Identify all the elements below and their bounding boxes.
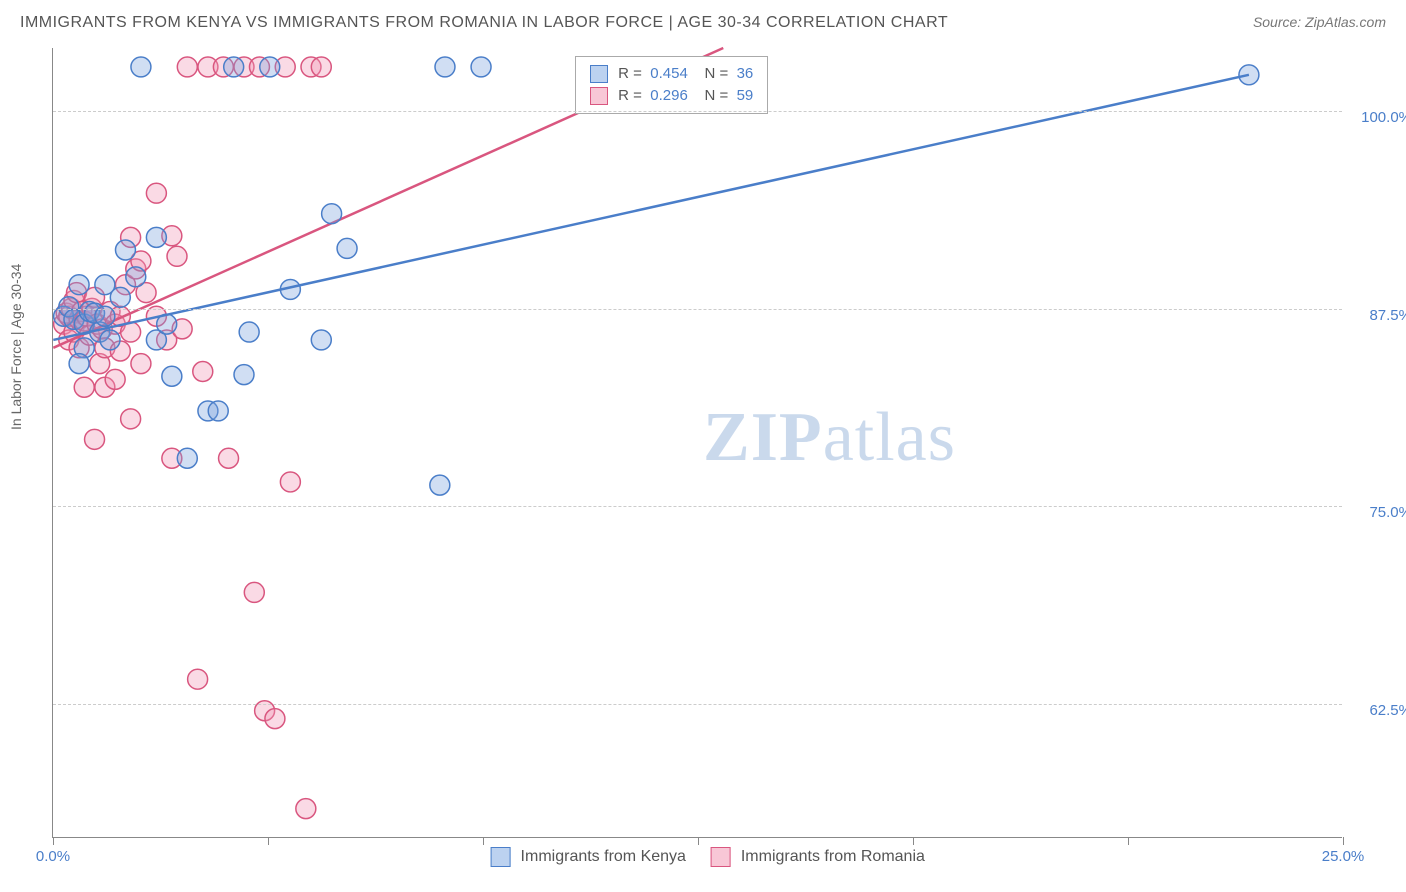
scatter-plot-svg <box>53 48 1342 837</box>
y-tick-label: 87.5% <box>1352 307 1406 324</box>
x-tick <box>1343 837 1344 845</box>
correlation-legend: R = 0.454 N = 36 R = 0.296 N = 59 <box>575 56 768 114</box>
x-tick <box>53 837 54 845</box>
y-tick-label: 62.5% <box>1352 702 1406 719</box>
gridline <box>53 309 1342 310</box>
series-legend: Immigrants from Kenya Immigrants from Ro… <box>470 847 925 867</box>
legend-label-romania: Immigrants from Romania <box>741 848 925 865</box>
x-tick <box>268 837 269 845</box>
x-tick-label: 0.0% <box>36 848 70 865</box>
y-tick-label: 100.0% <box>1352 109 1406 126</box>
y-tick-label: 75.0% <box>1352 504 1406 521</box>
legend-swatch-kenya-bottom <box>490 847 510 867</box>
x-tick-label: 25.0% <box>1322 848 1365 865</box>
legend-swatch-romania <box>590 87 608 105</box>
x-tick <box>698 837 699 845</box>
legend-swatch-kenya <box>590 65 608 83</box>
y-axis-label: In Labor Force | Age 30-34 <box>8 264 24 430</box>
gridline <box>53 111 1342 112</box>
x-tick <box>483 837 484 845</box>
legend-swatch-romania-bottom <box>710 847 730 867</box>
gridline <box>53 506 1342 507</box>
chart-plot-area: ZIPatlas R = 0.454 N = 36 R = 0.296 N = … <box>52 48 1342 838</box>
r-value-romania: 0.296 <box>650 87 688 104</box>
source-attribution: Source: ZipAtlas.com <box>1253 14 1386 30</box>
n-value-kenya: 36 <box>737 65 754 82</box>
legend-label-kenya: Immigrants from Kenya <box>521 848 686 865</box>
x-tick <box>1128 837 1129 845</box>
gridline <box>53 704 1342 705</box>
r-value-kenya: 0.454 <box>650 65 688 82</box>
n-value-romania: 59 <box>737 87 754 104</box>
x-tick <box>913 837 914 845</box>
chart-title: IMMIGRANTS FROM KENYA VS IMMIGRANTS FROM… <box>20 14 948 32</box>
